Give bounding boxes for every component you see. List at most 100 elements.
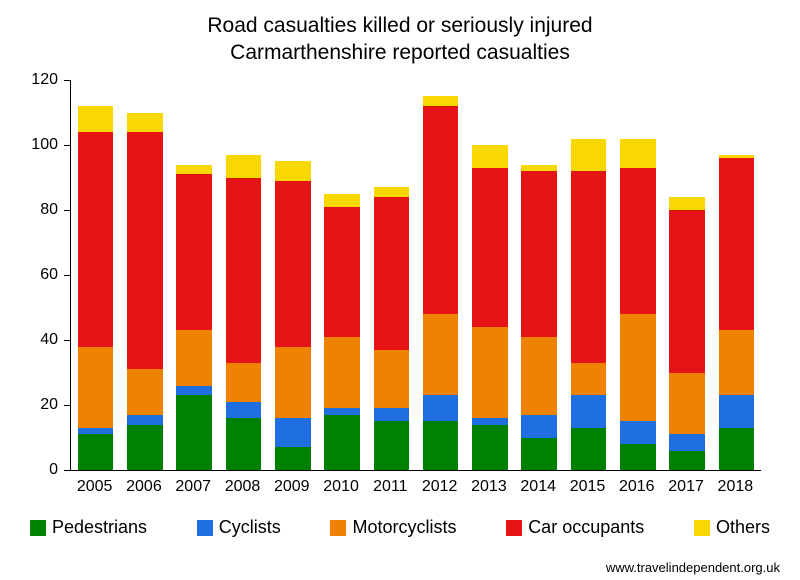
y-tick: [64, 470, 70, 471]
bar-column: [176, 80, 211, 470]
bar-segment: [571, 171, 606, 363]
bar-segment: [719, 155, 754, 158]
x-axis-label: 2017: [661, 478, 710, 496]
x-axis-label: 2010: [316, 478, 365, 496]
bar-segment: [374, 421, 409, 470]
bar-segment: [571, 363, 606, 396]
x-axis-label: 2005: [70, 478, 119, 496]
bar-segment: [324, 408, 359, 415]
x-axis-label: 2006: [119, 478, 168, 496]
x-axis-label: 2018: [711, 478, 760, 496]
bar-segment: [127, 425, 162, 471]
legend-label: Car occupants: [528, 517, 644, 538]
bar-segment: [620, 444, 655, 470]
bar-column: [669, 80, 704, 470]
bar-segment: [374, 350, 409, 409]
legend-swatch: [30, 520, 46, 536]
bar-segment: [176, 330, 211, 385]
bar-segment: [620, 168, 655, 314]
y-tick: [64, 210, 70, 211]
chart-title-line2: Carmarthenshire reported casualties: [0, 41, 800, 65]
bar-segment: [423, 421, 458, 470]
bar-segment: [226, 363, 261, 402]
bar-segment: [374, 187, 409, 197]
bar-segment: [620, 139, 655, 168]
legend-swatch: [506, 520, 522, 536]
y-axis-label: 80: [0, 201, 58, 219]
x-axis-label: 2011: [366, 478, 415, 496]
bar-segment: [176, 174, 211, 330]
bar-segment: [620, 314, 655, 421]
bar-segment: [521, 337, 556, 415]
bar-column: [521, 80, 556, 470]
legend-item: Pedestrians: [30, 517, 147, 538]
bar-column: [472, 80, 507, 470]
bar-column: [324, 80, 359, 470]
bar-segment: [78, 106, 113, 132]
bar-segment: [521, 171, 556, 337]
legend-label: Cyclists: [219, 517, 281, 538]
bar-column: [226, 80, 261, 470]
bar-column: [275, 80, 310, 470]
bar-segment: [176, 386, 211, 396]
x-axis-label: 2008: [218, 478, 267, 496]
bar-segment: [669, 434, 704, 450]
bar-segment: [719, 330, 754, 395]
bar-segment: [719, 158, 754, 330]
bar-segment: [719, 428, 754, 470]
y-axis-label: 20: [0, 396, 58, 414]
y-axis-label: 100: [0, 136, 58, 154]
bar-segment: [176, 395, 211, 470]
y-tick: [64, 80, 70, 81]
legend-item: Car occupants: [506, 517, 644, 538]
y-tick: [64, 145, 70, 146]
bar-segment: [275, 161, 310, 181]
bar-column: [620, 80, 655, 470]
legend-swatch: [694, 520, 710, 536]
x-axis-label: 2012: [415, 478, 464, 496]
legend-label: Pedestrians: [52, 517, 147, 538]
bar-segment: [324, 337, 359, 409]
x-axis-label: 2009: [267, 478, 316, 496]
x-axis-label: 2016: [612, 478, 661, 496]
bar-segment: [275, 447, 310, 470]
bar-segment: [521, 415, 556, 438]
bar-segment: [669, 210, 704, 373]
bar-segment: [127, 369, 162, 415]
bar-segment: [423, 96, 458, 106]
y-tick: [64, 405, 70, 406]
bar-segment: [374, 197, 409, 350]
bar-segment: [127, 113, 162, 133]
bar-segment: [324, 415, 359, 470]
bar-column: [374, 80, 409, 470]
bar-segment: [669, 451, 704, 471]
bar-segment: [521, 438, 556, 471]
legend-swatch: [197, 520, 213, 536]
bar-segment: [275, 181, 310, 347]
bar-column: [571, 80, 606, 470]
bar-segment: [472, 418, 507, 425]
legend-label: Motorcyclists: [352, 517, 456, 538]
bar-segment: [423, 314, 458, 395]
bar-segment: [472, 145, 507, 168]
bar-segment: [423, 395, 458, 421]
bar-segment: [571, 428, 606, 470]
bar-segment: [719, 395, 754, 428]
bar-segment: [127, 132, 162, 369]
y-tick: [64, 275, 70, 276]
bar-segment: [78, 132, 113, 347]
y-axis-label: 40: [0, 331, 58, 349]
bar-column: [423, 80, 458, 470]
x-axis-label: 2014: [514, 478, 563, 496]
bar-segment: [571, 395, 606, 428]
bar-segment: [472, 168, 507, 327]
chart-title-line1: Road casualties killed or seriously inju…: [0, 14, 800, 38]
y-tick: [64, 340, 70, 341]
bar-segment: [571, 139, 606, 172]
bar-segment: [275, 418, 310, 447]
bar-column: [127, 80, 162, 470]
bar-segment: [226, 418, 261, 470]
bar-column: [78, 80, 113, 470]
legend-swatch: [330, 520, 346, 536]
bar-segment: [78, 347, 113, 428]
